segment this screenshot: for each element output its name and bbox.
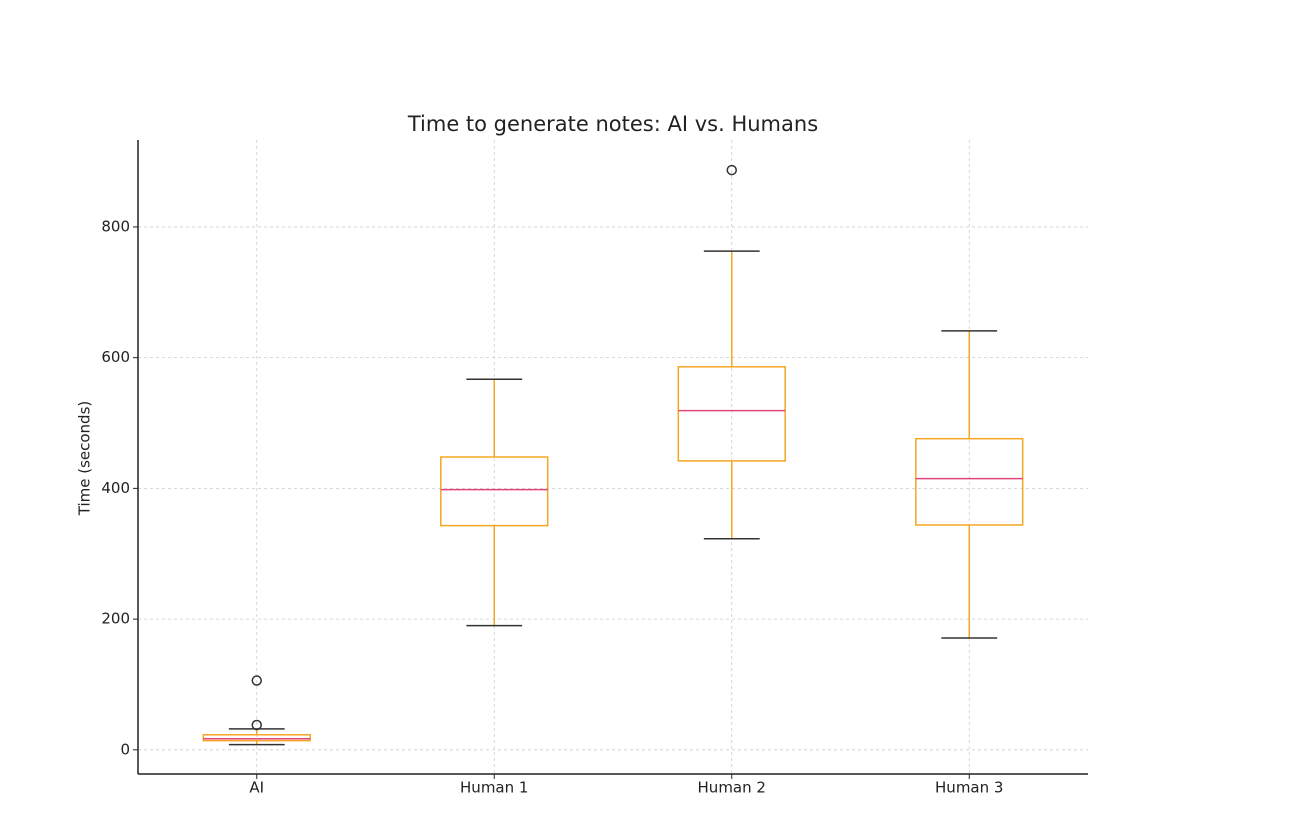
flier (726, 164, 737, 176)
flier (251, 675, 262, 686)
chart-title: Time to generate notes: AI vs. Humans (407, 112, 818, 136)
y-tick-label: 200 (101, 610, 130, 628)
y-tick-label: 600 (101, 348, 130, 366)
y-tick-label: 400 (101, 479, 130, 497)
y-tick-label: 0 (120, 740, 130, 758)
box (915, 437, 1024, 526)
box (677, 366, 786, 462)
box (202, 734, 311, 742)
x-tick-label: Human 1 (460, 779, 528, 797)
y-tick-label: 800 (101, 217, 130, 235)
x-tick-label: AI (249, 779, 264, 797)
flier (251, 719, 262, 731)
y-axis-label: Time (seconds) (76, 401, 94, 517)
x-tick-label: Human 3 (935, 779, 1003, 797)
x-tick-label: Human 2 (698, 779, 766, 797)
box (440, 456, 549, 527)
